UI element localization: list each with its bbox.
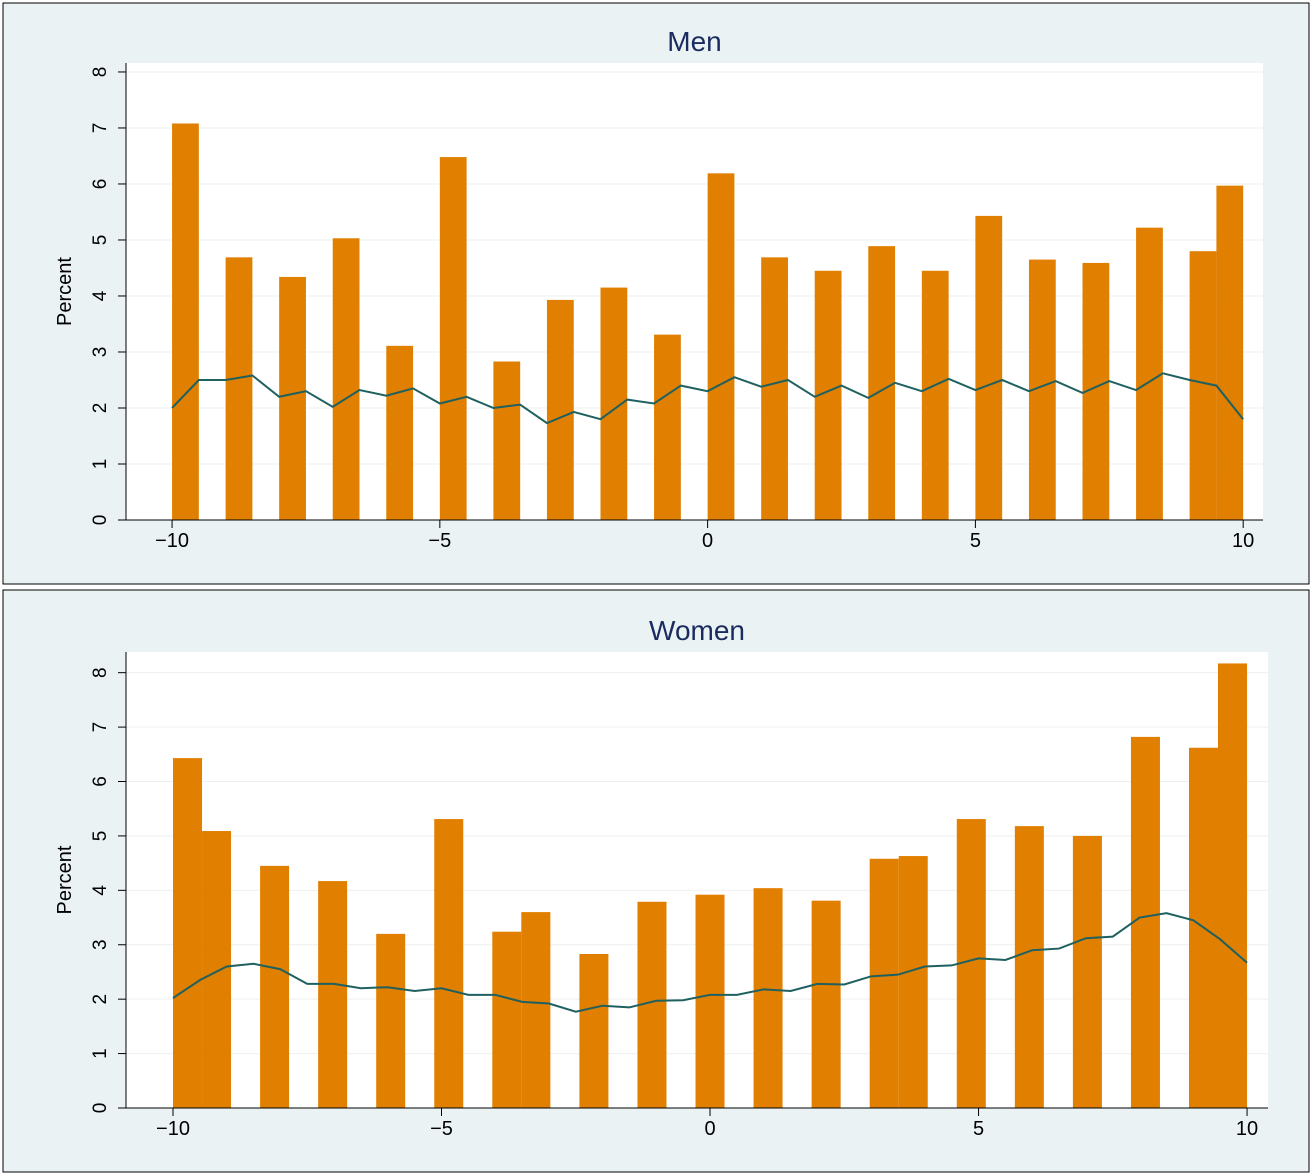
bar (1072, 835, 1102, 1108)
bar (439, 157, 467, 520)
bar (225, 257, 253, 520)
y-tick-label: 2 (90, 994, 111, 1005)
y-tick-label: 0 (90, 1103, 111, 1114)
y-tick-label: 7 (90, 123, 111, 134)
bar (1218, 663, 1248, 1108)
plot-area (126, 63, 1263, 520)
bar (434, 819, 464, 1108)
bar (1216, 185, 1244, 520)
x-tick-label: −5 (430, 1118, 453, 1140)
x-tick-label: −10 (156, 1118, 190, 1140)
bar (202, 831, 232, 1108)
bar (376, 933, 406, 1108)
x-tick-label: 10 (1232, 530, 1254, 552)
y-tick-label: 4 (90, 290, 111, 301)
bar (492, 931, 522, 1108)
y-tick-label: 1 (90, 459, 111, 470)
bar (898, 856, 928, 1108)
chart-title: Men (667, 26, 721, 57)
y-tick-label: 3 (90, 347, 111, 358)
bar (332, 238, 360, 520)
y-tick-label: 5 (90, 235, 111, 246)
bar (1014, 826, 1044, 1108)
bar (260, 865, 290, 1108)
bar (753, 888, 783, 1108)
bar (695, 894, 725, 1108)
bar (975, 215, 1003, 521)
x-tick-label: 10 (1236, 1118, 1258, 1140)
x-tick-label: 5 (970, 530, 981, 552)
bar (1136, 227, 1163, 520)
y-tick-label: 6 (90, 179, 111, 190)
x-tick-label: 0 (702, 530, 713, 552)
y-tick-label: 2 (90, 403, 111, 414)
bar (869, 858, 899, 1108)
bar (921, 270, 949, 520)
x-tick-label: 0 (704, 1118, 715, 1140)
bar (654, 334, 681, 520)
y-tick-label: 8 (90, 667, 111, 678)
y-tick-label: 4 (90, 885, 111, 896)
y-tick-label: 7 (90, 722, 111, 733)
bar (546, 299, 574, 520)
y-tick-label: 6 (90, 776, 111, 787)
density-line (171, 372, 1244, 425)
density-line (172, 912, 1248, 1013)
bar (172, 758, 203, 1108)
bar (521, 912, 551, 1108)
y-axis-label: Percent (54, 257, 76, 326)
bar (579, 954, 609, 1108)
x-tick-label: −10 (155, 530, 189, 552)
bar (707, 173, 735, 520)
x-tick-label: 5 (973, 1118, 984, 1140)
y-tick-label: 8 (90, 67, 111, 78)
y-tick-label: 1 (90, 1048, 111, 1059)
bar (279, 276, 306, 520)
bar (811, 900, 841, 1108)
bar (318, 881, 348, 1108)
y-tick-label: 5 (90, 831, 111, 842)
bar (1130, 736, 1160, 1108)
bar (493, 361, 521, 520)
bar (868, 246, 896, 520)
bar (172, 123, 199, 520)
y-tick-label: 3 (90, 939, 111, 950)
bar (600, 287, 628, 520)
y-tick-label: 0 (90, 515, 111, 526)
y-axis-label: Percent (54, 845, 76, 914)
bar (386, 345, 414, 520)
x-tick-label: −5 (428, 530, 451, 552)
bar (761, 257, 788, 520)
chart-title: Women (649, 615, 745, 646)
